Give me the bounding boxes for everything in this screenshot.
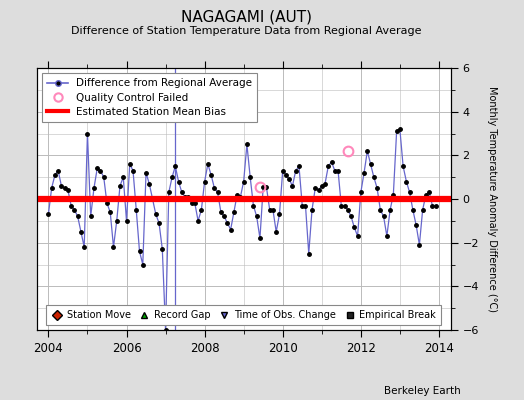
Legend: Station Move, Record Gap, Time of Obs. Change, Empirical Break: Station Move, Record Gap, Time of Obs. C… <box>47 306 441 325</box>
Text: Difference of Station Temperature Data from Regional Average: Difference of Station Temperature Data f… <box>71 26 421 36</box>
Y-axis label: Monthly Temperature Anomaly Difference (°C): Monthly Temperature Anomaly Difference (… <box>487 86 497 312</box>
Text: Berkeley Earth: Berkeley Earth <box>385 386 461 396</box>
Text: NAGAGAMI (AUT): NAGAGAMI (AUT) <box>181 10 312 25</box>
